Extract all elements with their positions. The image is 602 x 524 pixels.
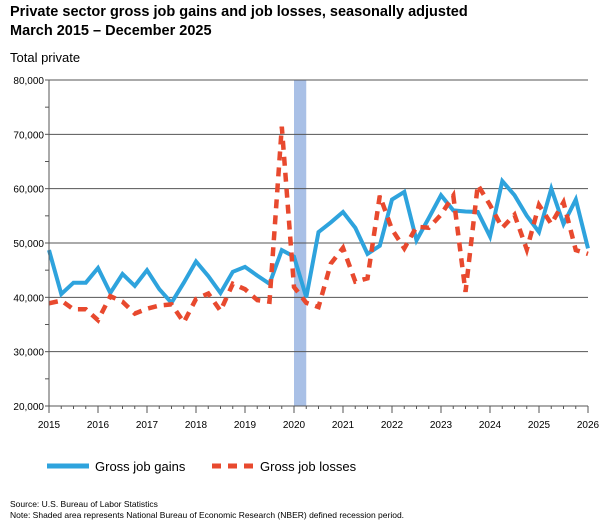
series-layer: [47, 126, 590, 327]
gridlines: [49, 79, 588, 353]
x-tick-label: 2025: [528, 420, 551, 431]
y-tick-label: 50,000: [13, 239, 44, 250]
y-tick-label: 30,000: [13, 348, 44, 359]
line-chart: Total private 20,000 30,000 40,000 50,000 60…: [10, 50, 600, 474]
y-tick-label: 40,000: [13, 293, 44, 304]
recession-note: Note: Shaded area represents National Bu…: [10, 510, 405, 520]
x-tick-label: 2020: [283, 420, 306, 431]
x-tick-label: 2017: [136, 420, 159, 431]
y-tick-label: 70,000: [13, 130, 44, 141]
footnotes: Source: U.S. Bureau of Labor Statistics …: [10, 499, 404, 521]
y-tick-label: 20,000: [13, 402, 44, 413]
chart-subtitle: March 2015 – December 2025: [10, 23, 212, 39]
x-tick-label: 2019: [234, 420, 257, 431]
y-tick-label: 60,000: [13, 185, 44, 196]
y-tick-label: 80,000: [13, 76, 44, 87]
legend: Gross job gains Gross job losses: [47, 459, 357, 474]
series-line-job-gains: [47, 176, 590, 307]
panel-label: Total private: [10, 50, 80, 65]
x-tick-label: 2022: [381, 420, 404, 431]
x-tick-label: 2021: [332, 420, 355, 431]
x-tick-label: 2015: [38, 420, 61, 431]
x-tick-label: 2026: [577, 420, 600, 431]
chart-title-block: Private sector gross job gains and job l…: [10, 3, 590, 41]
series-line-job-losses: [48, 126, 589, 327]
chart-title: Private sector gross job gains and job l…: [10, 4, 468, 20]
x-tick-label: 2016: [87, 420, 110, 431]
x-tick-label: 2024: [479, 420, 502, 431]
legend-label-job-gains: Gross job gains: [95, 459, 186, 474]
axes: 20,000 30,000 40,000 50,000 60,000 70,000 80,0…: [13, 76, 599, 431]
x-tick-label: 2018: [185, 420, 208, 431]
x-tick-label: 2023: [430, 420, 453, 431]
legend-label-job-losses: Gross job losses: [260, 459, 357, 474]
source-note: Source: U.S. Bureau of Labor Statistics: [10, 499, 158, 509]
